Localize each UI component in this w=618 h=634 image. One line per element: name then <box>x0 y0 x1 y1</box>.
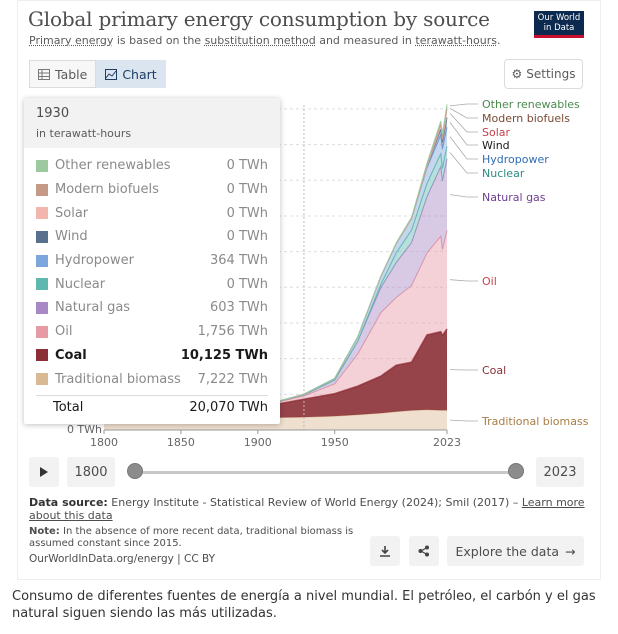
label-connector <box>449 194 478 198</box>
legend-swatch <box>36 183 48 196</box>
tab-table[interactable]: Table <box>29 60 97 88</box>
series-label: Hydropower <box>482 153 549 166</box>
area-coal <box>104 329 447 420</box>
label-connector <box>449 122 478 146</box>
arrow-right-icon: → <box>565 543 576 559</box>
substitution-method-link[interactable]: substitution method <box>204 34 316 47</box>
settings-button[interactable]: ⚙ Settings <box>504 59 583 89</box>
x-tick-label: 1950 <box>321 436 349 449</box>
label-connector <box>449 419 478 422</box>
series-label: Other renewables <box>482 98 580 111</box>
chart-tooltip: 1930 in terawatt-hours Other renewables 0… <box>24 98 280 424</box>
tooltip-unit: in terawatt-hours <box>36 127 132 140</box>
tooltip-rows: Other renewables 0 TWh Modern biofuels 0 TW… <box>24 148 280 391</box>
tooltip-row: Oil 1,756 TWh <box>36 320 268 344</box>
timeline-controls: 1800 2023 <box>29 457 584 489</box>
play-icon <box>40 467 48 477</box>
x-tick-label: 1900 <box>244 436 272 449</box>
series-label: Wind <box>482 139 510 152</box>
label-connector <box>449 279 478 282</box>
tab-chart[interactable]: Chart <box>96 60 166 88</box>
series-label: Oil <box>482 275 497 288</box>
chart-title: Global primary energy consumption by sou… <box>28 7 490 31</box>
end-year-box[interactable]: 2023 <box>536 457 584 487</box>
view-tabs: Table Chart <box>29 60 166 88</box>
figure-caption: Consumo de diferentes fuentes de energía… <box>12 589 596 621</box>
tooltip-total-row: Total 20,070 TWh <box>36 394 268 415</box>
chart-note: Note: In the absence of more recent data… <box>29 526 354 549</box>
learn-more-link[interactable]: Learn more about this data <box>29 496 585 522</box>
terawatt-hours-link[interactable]: terawatt-hours <box>415 34 497 47</box>
series-label: Modern biofuels <box>482 112 570 125</box>
series-label: Solar <box>482 126 511 139</box>
tooltip-row: Coal 10,125 TWh <box>36 344 268 368</box>
legend-swatch <box>36 278 48 291</box>
x-tick-label: 2023 <box>433 436 461 449</box>
label-connector <box>449 103 478 107</box>
legend-swatch <box>36 373 48 386</box>
legend-swatch <box>36 301 48 314</box>
series-label: Nuclear <box>482 167 525 180</box>
tooltip-row: Other renewables 0 TWh <box>36 154 268 178</box>
y-tick-label: 0 TWh <box>67 423 102 436</box>
download-icon <box>380 546 390 557</box>
x-tick-label: 1850 <box>167 436 195 449</box>
tooltip-row: Solar 0 TWh <box>36 201 268 225</box>
play-button[interactable] <box>29 457 59 487</box>
legend-swatch <box>36 325 48 338</box>
x-tick-label: 1800 <box>90 436 118 449</box>
label-connector <box>449 152 478 174</box>
tooltip-row: Hydropower 364 TWh <box>36 249 268 273</box>
legend-swatch <box>36 230 48 243</box>
legend-swatch <box>36 159 48 172</box>
tooltip-row: Wind 0 TWh <box>36 225 268 249</box>
share-button[interactable] <box>409 536 439 566</box>
label-connector <box>449 108 478 119</box>
series-label: Coal <box>482 364 506 377</box>
chart-subtitle: Primary energy is based on the substitut… <box>29 34 501 47</box>
chart-icon <box>105 68 118 80</box>
tooltip-header: 1930 in terawatt-hours <box>24 98 280 148</box>
explore-data-button[interactable]: Explore the data → <box>447 536 584 566</box>
owid-logo[interactable]: Our World in Data <box>534 11 584 38</box>
label-connector <box>449 136 478 160</box>
data-source: Data source: Energy Institute - Statisti… <box>29 496 585 522</box>
start-handle[interactable] <box>127 463 143 479</box>
table-icon <box>38 68 50 80</box>
tooltip-year: 1930 <box>36 106 70 121</box>
tooltip-row: Traditional biomass 7,222 TWh <box>36 367 268 391</box>
start-year-box[interactable]: 1800 <box>67 457 115 487</box>
series-label: Traditional biomass <box>481 415 589 428</box>
label-connector <box>449 113 478 133</box>
legend-swatch <box>36 207 48 220</box>
tooltip-row: Modern biofuels 0 TWh <box>36 178 268 202</box>
source-url[interactable]: OurWorldInData.org/energy | CC BY <box>29 553 216 565</box>
area-oil <box>104 230 447 420</box>
gear-icon: ⚙ <box>511 67 523 81</box>
timeline-track[interactable] <box>135 471 516 474</box>
tooltip-row: Natural gas 603 TWh <box>36 296 268 320</box>
tooltip-row: Nuclear 0 TWh <box>36 272 268 296</box>
legend-swatch <box>36 254 48 267</box>
download-button[interactable] <box>370 536 400 566</box>
legend-swatch <box>36 349 48 362</box>
end-handle[interactable] <box>508 463 524 479</box>
series-label: Natural gas <box>482 191 546 204</box>
primary-energy-link[interactable]: Primary energy <box>29 34 114 47</box>
share-icon <box>418 545 429 557</box>
